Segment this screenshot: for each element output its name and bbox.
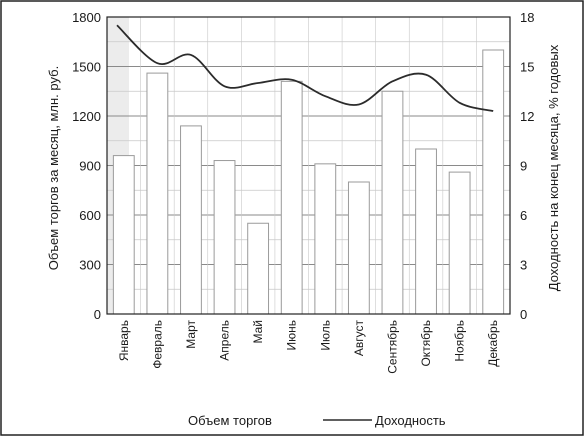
legend-item-volume: Объем торгов <box>188 413 272 428</box>
bar <box>147 73 168 314</box>
bar <box>416 149 437 314</box>
category-label: Сентябрь <box>385 320 399 374</box>
category-label: Октябрь <box>419 320 433 367</box>
bar <box>181 126 202 314</box>
bar <box>248 223 269 314</box>
category-label: Июнь <box>285 320 299 351</box>
category-label: Декабрь <box>486 320 500 367</box>
y-axis-title-right: Доходность на конец месяца, % годовых <box>546 44 561 291</box>
category-label: Июль <box>318 320 332 351</box>
bar <box>348 182 369 314</box>
bar <box>113 156 134 314</box>
y-tick-label-right: 0 <box>520 307 527 322</box>
line-series <box>117 25 493 111</box>
y-tick-label-left: 0 <box>94 307 101 322</box>
legend-item-yield: Доходность <box>323 413 446 428</box>
bar <box>449 172 470 314</box>
y-tick-label-right: 6 <box>520 208 527 223</box>
y-tick-label-left: 1800 <box>72 10 101 25</box>
y-tick-label-right: 3 <box>520 258 527 273</box>
y-tick-label-left: 1500 <box>72 60 101 75</box>
category-label: Май <box>251 320 265 344</box>
category-label: Март <box>184 320 198 349</box>
y-tick-label-left: 900 <box>79 159 101 174</box>
category-label: Январь <box>117 320 131 361</box>
bar <box>382 91 403 314</box>
category-label: Ноябрь <box>453 320 467 362</box>
y-tick-label-right: 9 <box>520 159 527 174</box>
legend-label-yield: Доходность <box>375 413 446 428</box>
y-tick-label-right: 15 <box>520 60 534 75</box>
y-tick-label-left: 300 <box>79 258 101 273</box>
bar <box>315 164 336 314</box>
legend: Объем торгов Доходность <box>188 413 446 428</box>
legend-label-volume: Объем торгов <box>188 413 272 428</box>
bar <box>281 81 302 314</box>
category-label: Апрель <box>218 320 232 361</box>
y-tick-label-right: 18 <box>520 10 534 25</box>
bar <box>483 50 504 314</box>
y-tick-label-left: 1200 <box>72 109 101 124</box>
category-label: Февраль <box>150 320 164 369</box>
bar <box>214 161 235 314</box>
y-tick-label-left: 600 <box>79 208 101 223</box>
y-axis-title-left: Объем торгов за месяц, млн. руб. <box>46 66 61 270</box>
yield-line <box>117 25 493 111</box>
category-label: Август <box>352 320 366 357</box>
y-tick-label-right: 12 <box>520 109 534 124</box>
